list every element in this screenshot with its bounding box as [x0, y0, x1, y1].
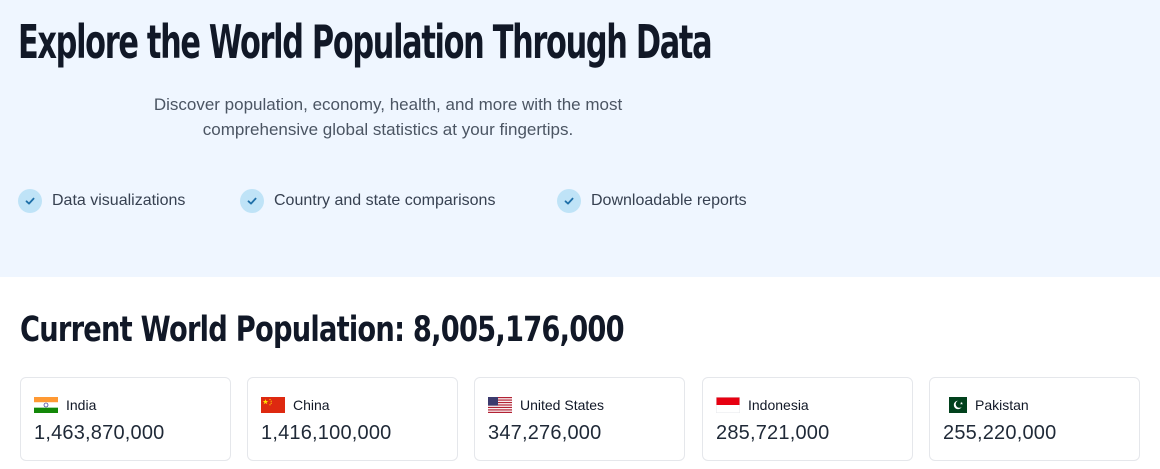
check-icon — [240, 189, 264, 213]
country-card-india[interactable]: India 1,463,870,000 — [20, 377, 231, 461]
world-population-heading: Current World Population: 8,005,176,000 — [20, 306, 625, 354]
country-population: 255,220,000 — [943, 422, 1057, 444]
country-population: 285,721,000 — [716, 422, 830, 444]
country-card-pakistan[interactable]: Pakistan 255,220,000 — [929, 377, 1140, 461]
pakistan-flag-icon — [943, 397, 967, 413]
country-name: Indonesia — [748, 397, 809, 413]
indonesia-flag-icon — [716, 397, 740, 413]
feature-downloadable-reports: Downloadable reports — [557, 188, 747, 214]
world-population-label: Current World Population: — [20, 310, 405, 350]
country-name: India — [66, 397, 97, 413]
country-population: 1,463,870,000 — [34, 422, 165, 444]
country-card-indonesia[interactable]: Indonesia 285,721,000 — [702, 377, 913, 461]
check-icon — [18, 189, 42, 213]
check-icon — [557, 189, 581, 213]
hero-subtitle-line-2: comprehensive global statistics at your … — [202, 120, 574, 139]
country-card-header: United States — [488, 397, 604, 413]
feature-label: Downloadable reports — [591, 192, 747, 209]
country-population: 347,276,000 — [488, 422, 602, 444]
feature-label: Data visualizations — [52, 192, 186, 209]
feature-label: Country and state comparisons — [274, 192, 496, 209]
hero-title: Explore the World Population Through Dat… — [18, 15, 713, 69]
country-card-header: Indonesia — [716, 397, 809, 413]
world-population-value: 8,005,176,000 — [412, 310, 625, 350]
hero-subtitle: Discover population, economy, health, an… — [88, 92, 688, 142]
country-card-united-states[interactable]: United States 347,276,000 — [474, 377, 685, 461]
hero-subtitle-line-1: Discover population, economy, health, an… — [153, 95, 623, 114]
us-flag-icon — [488, 397, 512, 413]
feature-data-visualizations: Data visualizations — [18, 188, 185, 214]
feature-country-comparisons: Country and state comparisons — [240, 188, 495, 214]
hero-section: Explore the World Population Through Dat… — [0, 0, 1160, 277]
india-flag-icon — [34, 397, 58, 413]
country-name: China — [293, 397, 330, 413]
country-card-header: Pakistan — [943, 397, 1029, 413]
country-card-china[interactable]: China 1,416,100,000 — [247, 377, 458, 461]
country-population: 1,416,100,000 — [261, 422, 392, 444]
country-name: United States — [520, 397, 605, 413]
country-card-header: India — [34, 397, 96, 413]
country-cards: India 1,463,870,000 China 1,416,100,000 — [20, 377, 1140, 461]
country-card-header: China — [261, 397, 330, 413]
china-flag-icon — [261, 397, 285, 413]
country-name: Pakistan — [975, 397, 1029, 413]
